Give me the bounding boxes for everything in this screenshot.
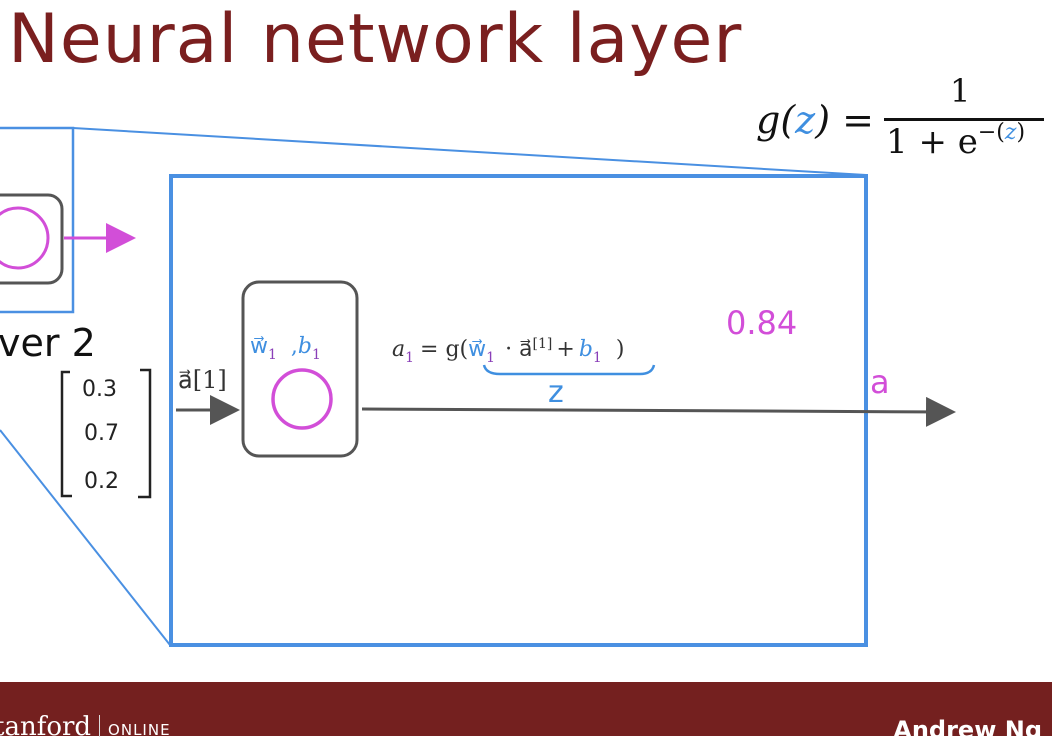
fraction-bar [884, 118, 1044, 121]
z-annotation: z [548, 375, 564, 410]
zoom-line-bottom [0, 429, 171, 646]
param-b-sub: 1 [312, 347, 321, 363]
denominator-base: 1 + e [886, 122, 978, 162]
formula-z: z [795, 98, 816, 142]
exponent-suffix: ) [1016, 120, 1026, 145]
input-label: a⃗[1] [178, 366, 227, 394]
eq-plus: + [556, 337, 574, 362]
vector-left-bracket [60, 370, 72, 498]
author-name: Andrew Ng [893, 716, 1042, 744]
eq-close: ) [616, 337, 625, 362]
eq-sup: [1] [533, 336, 553, 352]
z-underbrace [482, 364, 656, 376]
formula-denominator: 1 + e−(z) [886, 120, 1025, 162]
exponent-prefix: −( [977, 120, 1005, 145]
sigmoid-formula: g(z) = 1 1 + e−(z) [752, 72, 1048, 172]
param-w: w⃗ [250, 334, 268, 359]
param-b: b [298, 334, 312, 359]
stanford-online-logo: tanford ONLINE [0, 712, 171, 742]
brand-online: ONLINE [108, 721, 171, 739]
formula-g: g( [756, 98, 796, 142]
param-w-sub: 1 [268, 347, 277, 363]
input-value-2: 0.7 [84, 421, 119, 446]
slide-title: Neural network layer [8, 0, 743, 79]
neuron-params: w⃗1 ,b1 [250, 334, 321, 363]
eq-g: = g( [420, 337, 468, 362]
output-value: 0.84 [726, 304, 797, 342]
eq-w: w⃗ [468, 337, 486, 362]
input-value-3: 0.2 [84, 469, 119, 494]
input-value-1: 0.3 [82, 377, 117, 402]
formula-numerator: 1 [950, 72, 971, 110]
footer-bar: tanford ONLINE Andrew Ng [0, 682, 1052, 744]
eq-dot-a: · a⃗ [505, 337, 532, 362]
brand-separator [99, 715, 101, 737]
previous-neuron-box [0, 193, 64, 285]
previous-layer-box [0, 126, 75, 314]
brand-name: tanford [0, 712, 92, 742]
exponent: −(z) [978, 120, 1025, 145]
vector-right-bracket [138, 368, 152, 499]
layer-label: ver 2 [0, 321, 96, 365]
exponent-z: z [1004, 120, 1017, 145]
eq-b-sub: 1 [593, 350, 602, 366]
neuron-circle [271, 368, 333, 430]
eq-a-sub: 1 [405, 350, 414, 366]
activation-equation: a1 = g(w⃗1 · a⃗[1] + b1) [392, 336, 624, 366]
eq-b: b [579, 337, 593, 362]
neuron-box [241, 280, 359, 458]
output-label: a [870, 363, 890, 401]
zoom-line-top [72, 127, 867, 176]
formula-equals: ) = [815, 98, 874, 142]
formula-lhs: g(z) = [756, 98, 874, 142]
output-arrow [361, 396, 956, 427]
eq-a: a [392, 337, 405, 362]
param-comma: , [291, 334, 298, 359]
previous-neuron-circle [0, 206, 50, 270]
eq-w-sub: 1 [486, 350, 495, 366]
